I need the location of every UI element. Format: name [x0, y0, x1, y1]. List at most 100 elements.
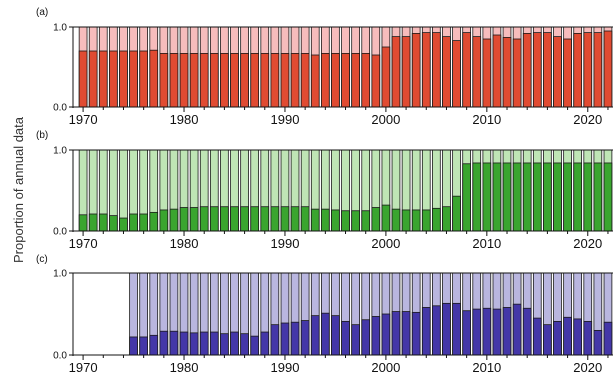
bar-lower-b-2004	[421, 209, 431, 232]
x-tick-label-a-2000: 2000	[371, 112, 400, 127]
bar-lower-a-1999	[371, 54, 381, 108]
bar-lower-b-2012	[502, 162, 512, 232]
bar-lower-b-2001	[391, 208, 401, 232]
x-tick-label-c-1980: 1980	[170, 360, 199, 375]
bar-lower-b-1973	[109, 215, 118, 232]
bars-panel-a	[78, 26, 613, 108]
bar-lower-b-1999	[371, 207, 381, 232]
bar-lower-c-1986	[240, 333, 249, 356]
bar-lower-a-1991	[290, 53, 300, 108]
bar-lower-a-2015	[532, 32, 542, 108]
bar-lower-a-2008	[462, 32, 471, 108]
bar-lower-c-1994	[320, 312, 330, 356]
bar-lower-a-2012	[502, 37, 512, 108]
bar-lower-c-1980	[179, 331, 189, 356]
bar-lower-c-1998	[361, 319, 371, 356]
bar-lower-c-1977	[149, 334, 159, 356]
bar-lower-b-2010	[482, 162, 492, 232]
bar-lower-a-1980	[179, 53, 189, 108]
bar-lower-b-2011	[492, 162, 502, 232]
bar-lower-b-1990	[280, 206, 290, 232]
bar-lower-c-2017	[553, 320, 562, 356]
bar-lower-a-1993	[310, 54, 320, 108]
panel-label-a: (a)	[36, 7, 48, 18]
x-tick-label-a-1980: 1980	[170, 112, 199, 127]
bar-lower-b-1982	[199, 206, 209, 232]
bar-lower-c-1997	[351, 324, 360, 356]
bar-lower-b-1995	[331, 209, 340, 232]
bar-lower-c-2018	[563, 316, 572, 356]
bar-lower-c-1985	[230, 331, 239, 356]
bar-lower-b-2006	[442, 206, 451, 232]
panel-b: (b) 0.0 1.0 1970 1980 1990 2000 2010 2020	[36, 130, 613, 251]
bar-lower-b-2015	[532, 162, 542, 232]
bar-lower-c-2019	[573, 318, 583, 356]
x-tick-label-c-2000: 2000	[371, 360, 400, 375]
x-tick-label-b-2020: 2020	[573, 236, 602, 251]
bar-lower-c-1991	[290, 321, 300, 356]
x-tick-label-c-2020: 2020	[573, 360, 602, 375]
bar-lower-b-2013	[512, 162, 522, 232]
bar-lower-b-2016	[543, 162, 552, 232]
bar-lower-b-1980	[179, 207, 189, 232]
bar-lower-a-2004	[421, 32, 431, 108]
bar-lower-a-1978	[159, 53, 169, 108]
bar-lower-a-1997	[351, 53, 360, 108]
bar-lower-a-1976	[139, 50, 148, 108]
bar-lower-a-1972	[98, 50, 108, 108]
bar-lower-a-1985	[230, 53, 239, 108]
bar-lower-a-1996	[341, 53, 350, 108]
bar-lower-c-2001	[391, 311, 401, 356]
bar-lower-a-2018	[563, 38, 572, 108]
bar-lower-a-2010	[482, 38, 492, 108]
bar-lower-b-1992	[300, 206, 310, 232]
axes-panel-b: 0.0 1.0 1970 1980 1990 2000 2010 2020	[53, 146, 613, 251]
bar-lower-a-1988	[260, 53, 270, 108]
bar-lower-b-1977	[149, 211, 159, 232]
bar-lower-c-2006	[442, 302, 451, 356]
bar-lower-a-2009	[472, 36, 482, 108]
bar-lower-b-2009	[472, 162, 482, 232]
bar-lower-a-2005	[432, 32, 441, 108]
panel-label-c: (c)	[36, 254, 48, 265]
bar-lower-a-1984	[220, 53, 229, 108]
bar-lower-a-2002	[401, 36, 411, 108]
bar-lower-a-1990	[280, 53, 290, 108]
bar-lower-b-2021	[593, 162, 603, 232]
panel-label-b: (b)	[36, 130, 48, 141]
bar-lower-c-2003	[411, 311, 421, 356]
bar-lower-b-1984	[220, 206, 229, 232]
bar-lower-c-1981	[189, 332, 199, 356]
x-tick-label-c-1990: 1990	[271, 360, 300, 375]
bar-lower-b-1985	[230, 206, 239, 232]
x-tick-label-a-1990: 1990	[271, 112, 300, 127]
bar-lower-a-2003	[411, 33, 421, 108]
y-tick-label-b-1.0: 1.0	[53, 146, 67, 157]
bar-lower-b-1983	[209, 206, 219, 232]
bar-lower-a-2007	[452, 40, 461, 108]
bar-lower-c-1976	[139, 336, 148, 356]
bar-lower-b-2002	[401, 209, 411, 232]
bar-lower-b-2008	[462, 163, 471, 232]
bar-lower-c-2011	[492, 308, 502, 356]
bar-lower-c-2000	[381, 313, 391, 356]
bar-lower-a-1981	[189, 53, 199, 108]
bar-lower-b-2022	[603, 162, 613, 232]
bar-lower-c-2012	[502, 307, 512, 356]
bar-lower-a-2017	[553, 36, 562, 108]
x-tick-label-c-2010: 2010	[472, 360, 501, 375]
bar-lower-b-1996	[341, 210, 350, 232]
bar-lower-a-1982	[199, 53, 209, 108]
bar-lower-b-1997	[351, 210, 360, 232]
bar-lower-a-1971	[88, 50, 98, 108]
bar-lower-a-2019	[573, 33, 583, 108]
bar-lower-b-1979	[169, 208, 179, 232]
bar-lower-c-2008	[462, 310, 471, 356]
bar-lower-b-2020	[583, 162, 593, 232]
bar-lower-c-1987	[250, 335, 260, 356]
x-tick-label-b-2010: 2010	[472, 236, 501, 251]
bar-lower-a-1992	[300, 53, 310, 108]
bar-lower-a-2011	[492, 34, 502, 108]
bar-lower-a-1970	[78, 50, 88, 108]
